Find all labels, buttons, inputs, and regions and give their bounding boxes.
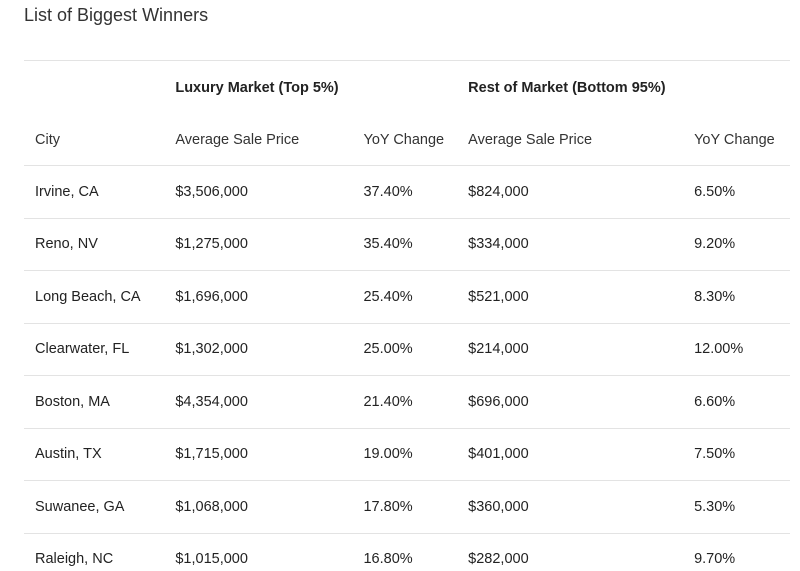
group-empty-cell — [24, 60, 176, 115]
luxury-avg-price-cell: $1,302,000 — [175, 322, 364, 376]
luxury-yoy-cell: 35.40% — [363, 217, 469, 271]
column-header-city: City — [35, 132, 60, 148]
luxury-avg-price-cell: $1,275,000 — [175, 217, 364, 271]
luxury-yoy-cell: 16.80% — [363, 532, 469, 571]
table-row: Austin, TX $1,715,000 19.00% $401,000 7.50% — [24, 427, 790, 481]
page-title: List of Biggest Winners — [24, 5, 209, 25]
rest-avg-price-cell: $696,000 — [468, 375, 695, 428]
city-cell: Boston, MA — [24, 375, 176, 428]
city-cell: Clearwater, FL — [24, 322, 176, 376]
column-header-rest-yoy: YoY Change — [694, 132, 775, 148]
luxury-avg-price-cell: $3,506,000 — [175, 165, 364, 218]
city-cell: Irvine, CA — [24, 165, 176, 218]
rest-avg-price-cell: $214,000 — [468, 322, 695, 376]
city-cell: Suwanee, GA — [24, 480, 176, 533]
rest-yoy-cell: 9.20% — [694, 217, 790, 271]
luxury-yoy-cell: 19.00% — [363, 427, 469, 481]
city-cell: Reno, NV — [24, 217, 176, 271]
luxury-yoy-cell: 21.40% — [363, 375, 469, 428]
rest-avg-price-cell: $824,000 — [468, 165, 695, 218]
table-row: Suwanee, GA $1,068,000 17.80% $360,000 5.30% — [24, 480, 790, 533]
rest-yoy-cell: 6.50% — [694, 165, 790, 218]
luxury-yoy-cell: 25.40% — [363, 270, 469, 323]
rest-yoy-cell: 5.30% — [694, 480, 790, 533]
rest-avg-price-cell: $282,000 — [468, 532, 695, 571]
rest-avg-price-cell: $401,000 — [468, 427, 695, 481]
luxury-avg-price-cell: $1,696,000 — [175, 270, 364, 323]
rest-yoy-cell: 8.30% — [694, 270, 790, 323]
column-header-rest-avg-price: Average Sale Price — [468, 132, 593, 148]
luxury-avg-price-cell: $1,015,000 — [175, 532, 364, 571]
table-row: Reno, NV $1,275,000 35.40% $334,000 9.20% — [24, 217, 790, 271]
rest-yoy-cell: 7.50% — [694, 427, 790, 481]
rest-yoy-cell: 12.00% — [694, 322, 790, 376]
rest-yoy-cell: 9.70% — [694, 532, 790, 571]
city-cell: Raleigh, NC — [24, 532, 176, 571]
table-row: Clearwater, FL $1,302,000 25.00% $214,000 12… — [24, 322, 790, 376]
column-header-luxury-yoy: YoY Change — [363, 132, 445, 148]
column-header-luxury-avg-price: Average Sale Price — [175, 132, 300, 148]
group-header-row: Luxury Market (Top 5%) Rest of Market (B… — [24, 60, 790, 115]
luxury-yoy-cell: 25.00% — [363, 322, 469, 376]
table-row: Irvine, CA $3,506,000 37.40% $824,000 6.50% — [24, 165, 790, 218]
luxury-avg-price-cell: $1,715,000 — [175, 427, 364, 481]
luxury-yoy-cell: 37.40% — [363, 165, 469, 218]
winners-table: Luxury Market (Top 5%) Rest of Market (B… — [24, 60, 790, 571]
rest-avg-price-cell: $521,000 — [468, 270, 695, 323]
city-cell: Long Beach, CA — [24, 270, 176, 323]
group-luxury-market: Luxury Market (Top 5%) — [175, 60, 469, 115]
luxury-avg-price-cell: $1,068,000 — [175, 480, 364, 533]
column-header-row: City Average Sale Price YoY Change Avera… — [24, 115, 790, 166]
table-row: Long Beach, CA $1,696,000 25.40% $521,000 8.… — [24, 270, 790, 323]
rest-yoy-cell: 6.60% — [694, 375, 790, 428]
group-rest-of-market: Rest of Market (Bottom 95%) — [468, 60, 790, 115]
rest-avg-price-cell: $360,000 — [468, 480, 695, 533]
rest-avg-price-cell: $334,000 — [468, 217, 695, 271]
luxury-yoy-cell: 17.80% — [363, 480, 469, 533]
table-body: Irvine, CA $3,506,000 37.40% $824,000 6.50% R… — [24, 165, 790, 571]
luxury-avg-price-cell: $4,354,000 — [175, 375, 364, 428]
city-cell: Austin, TX — [24, 427, 176, 481]
table-row: Raleigh, NC $1,015,000 16.80% $282,000 9.70% — [24, 532, 790, 571]
table-row: Boston, MA $4,354,000 21.40% $696,000 6.60% — [24, 375, 790, 428]
